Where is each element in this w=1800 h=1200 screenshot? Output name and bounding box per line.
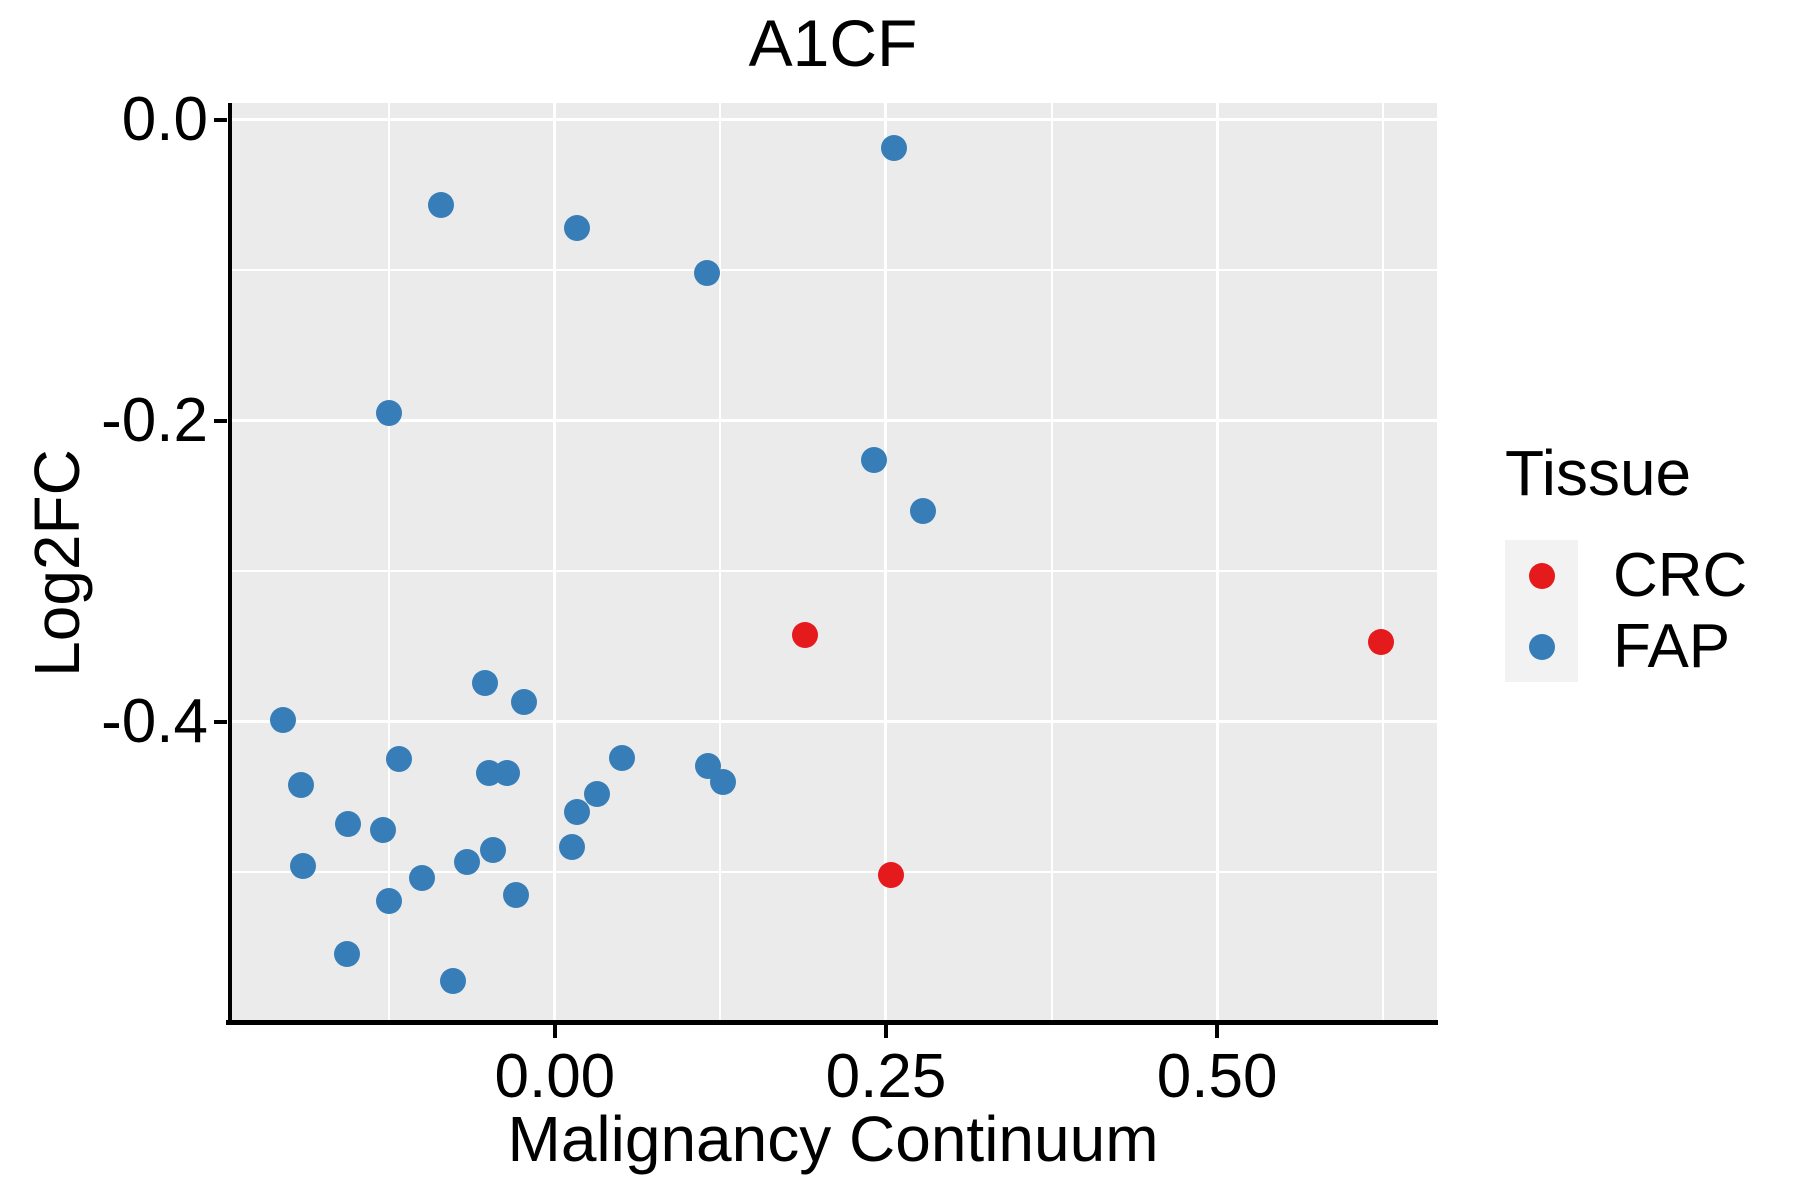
data-point-fap (710, 769, 737, 796)
data-point-fap (910, 498, 937, 525)
x-tick-mark (1215, 1025, 1220, 1038)
data-point-fap (471, 669, 498, 696)
legend-title: Tissue (1505, 437, 1692, 509)
data-point-fap (694, 260, 721, 287)
data-point-fap (385, 746, 412, 773)
data-point-fap (479, 836, 506, 863)
x-tick-mark (552, 1025, 557, 1038)
grid-major-h (229, 118, 1437, 122)
x-tick-label: 0.25 (825, 1042, 947, 1111)
y-tick-label: -0.4 (101, 686, 208, 756)
y-axis-title: Log2FC (20, 449, 93, 677)
data-point-fap (494, 760, 521, 787)
data-point-fap (559, 833, 586, 860)
data-point-fap (584, 781, 611, 808)
data-point-fap (287, 772, 314, 799)
data-point-fap (609, 744, 636, 771)
grid-minor-h (229, 269, 1437, 272)
y-tick-label: 0.0 (121, 84, 208, 154)
data-point-fap (427, 192, 454, 219)
x-tick-mark (883, 1025, 888, 1038)
legend-dot-crc (1528, 562, 1555, 589)
y-tick-mark (214, 117, 227, 122)
grid-minor-h (229, 871, 1437, 874)
y-tick-mark (214, 719, 227, 724)
x-tick-label: 0.50 (1156, 1042, 1278, 1111)
data-point-fap (861, 446, 888, 473)
legend: Tissue CRC FAP (1505, 438, 1795, 698)
grid-minor-v (1381, 103, 1384, 1023)
data-point-fap (409, 865, 436, 892)
y-axis-line (228, 103, 232, 1025)
legend-key (1505, 611, 1578, 682)
y-tick-label: -0.2 (101, 385, 208, 455)
data-point-crc (878, 862, 905, 889)
x-tick-label: 0.00 (494, 1042, 616, 1111)
data-point-fap (376, 888, 403, 915)
grid-major-v (553, 103, 557, 1023)
legend-label-fap: FAP (1613, 612, 1731, 681)
data-point-crc (1368, 629, 1395, 656)
data-point-fap (503, 882, 530, 908)
grid-major-h (229, 720, 1437, 724)
y-tick-mark (214, 418, 227, 423)
data-point-crc (792, 621, 819, 648)
data-point-fap (333, 940, 360, 967)
x-axis-title: Malignancy Continuum (507, 1103, 1159, 1175)
grid-minor-h (229, 570, 1437, 573)
data-point-fap (369, 817, 396, 844)
grid-minor-v (388, 103, 391, 1023)
data-point-fap (454, 848, 481, 875)
legend-label-crc: CRC (1613, 541, 1748, 610)
legend-key (1505, 540, 1578, 611)
grid-minor-v (1050, 103, 1053, 1023)
data-point-fap (564, 214, 591, 241)
data-point-fap (335, 811, 362, 838)
data-point-fap (564, 799, 591, 826)
data-point-fap (439, 967, 466, 994)
legend-dot-fap (1528, 633, 1555, 660)
data-point-fap (511, 689, 538, 716)
grid-minor-v (719, 103, 722, 1023)
data-point-fap (270, 707, 297, 734)
x-axis-line (226, 1020, 1438, 1025)
grid-major-v (884, 103, 888, 1023)
grid-major-h (229, 419, 1437, 423)
data-point-fap (376, 400, 403, 427)
data-point-fap (290, 853, 317, 880)
data-point-fap (880, 135, 907, 162)
grid-major-v (1215, 103, 1219, 1023)
plot-title: A1CF (748, 6, 918, 80)
